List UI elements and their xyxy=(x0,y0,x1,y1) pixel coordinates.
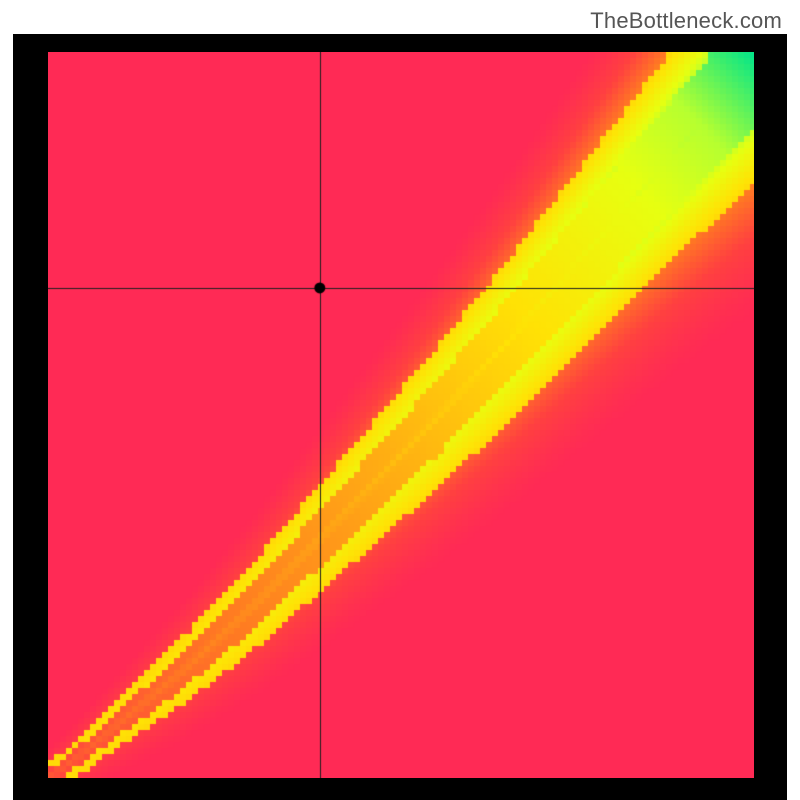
bottleneck-heatmap xyxy=(48,52,754,778)
watermark-text: TheBottleneck.com xyxy=(590,8,782,34)
chart-container: TheBottleneck.com xyxy=(0,0,800,800)
